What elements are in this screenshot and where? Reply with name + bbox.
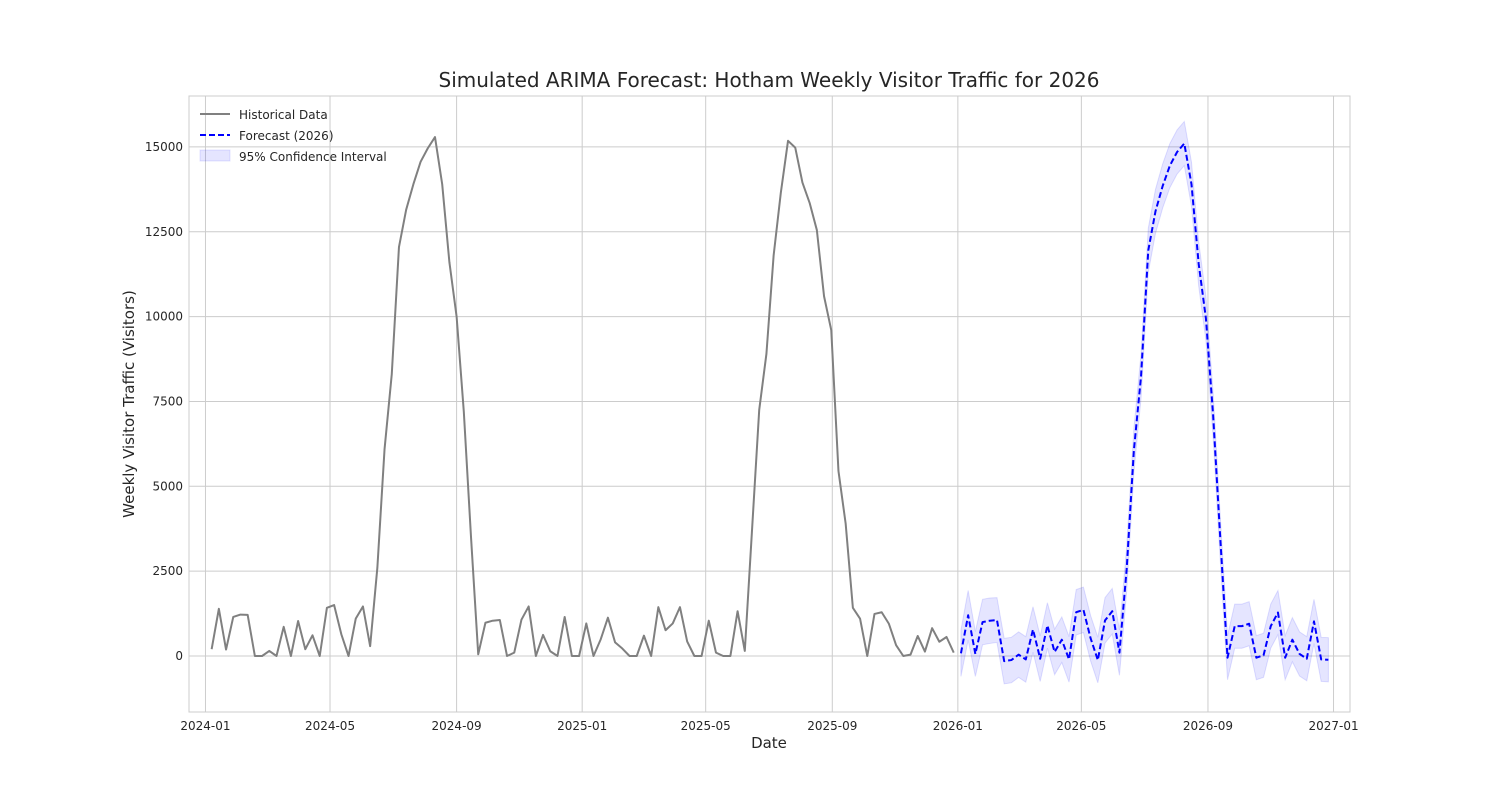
x-tick-label: 2024-01 [180,719,230,733]
y-tick-label: 2500 [152,564,183,578]
plot-frame [188,95,1351,713]
grid-lines [189,96,1350,712]
x-tick-label: 2026-05 [1056,719,1106,733]
x-tick-label: 2025-05 [681,719,731,733]
y-tick-label: 10000 [145,310,183,324]
x-tick-label: 2025-01 [557,719,607,733]
x-axis-title: Date [751,734,787,752]
y-tick-label: 0 [175,649,183,663]
legend: Historical Data Forecast (2026) 95% Conf… [199,108,387,164]
confidence-band [960,120,1329,685]
x-tick-label: 2027-01 [1308,719,1358,733]
x-tick-label: 2024-09 [432,719,482,733]
y-axis-ticks: 0 2500 5000 7500 10000 12500 15000 [145,140,183,663]
x-tick-label: 2026-01 [933,719,983,733]
x-tick-label: 2024-05 [305,719,355,733]
legend-ci-swatch [199,149,231,162]
y-tick-label: 7500 [152,394,183,408]
series-layer [210,136,1329,663]
confidence-band-layer [960,120,1329,685]
x-tick-label: 2026-09 [1183,719,1233,733]
y-tick-label: 12500 [145,225,183,239]
y-axis-title: Weekly Visitor Traffic (Visitors) [120,290,138,518]
legend-historical-label: Historical Data [239,108,328,122]
plot-background [189,96,1350,712]
historical-series-line [210,136,955,657]
chart-title: Simulated ARIMA Forecast: Hotham Weekly … [439,68,1100,92]
y-tick-label: 15000 [145,140,183,154]
y-tick-label: 5000 [152,479,183,493]
x-axis-ticks: 2024-01 2024-05 2024-09 2025-01 2025-05 2025-… [180,719,1358,733]
x-tick-label: 2025-09 [807,719,857,733]
legend-ci-label: 95% Confidence Interval [239,150,387,164]
legend-forecast-label: Forecast (2026) [239,129,334,143]
forecast-series-line [959,142,1329,663]
